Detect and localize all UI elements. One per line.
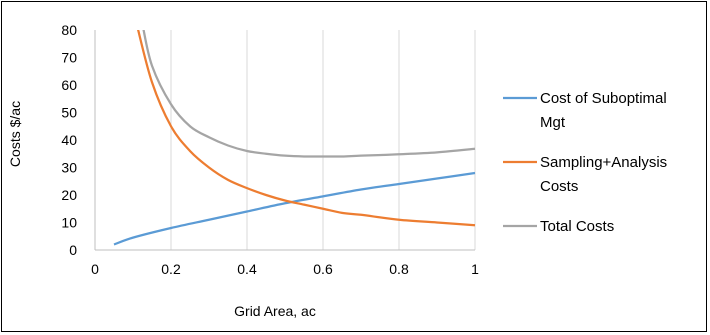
y-tick-label: 40 xyxy=(61,132,77,148)
legend-label-total-costs: Total Costs xyxy=(540,218,614,235)
y-tick-label: 80 xyxy=(61,22,77,38)
y-tick-label: 10 xyxy=(61,215,77,231)
series-line-suboptimal-mgt xyxy=(113,171,476,246)
legend-label-suboptimal-mgt: Cost of Suboptimal xyxy=(540,90,667,107)
legend: Cost of Suboptimal Mgt Sampling+Analysis Co… xyxy=(503,90,667,235)
y-tick-label: 60 xyxy=(61,77,77,93)
y-axis-title: Costs $/ac xyxy=(7,101,23,167)
y-tick-label: 70 xyxy=(61,50,77,66)
x-axis-title: Grid Area, ac xyxy=(234,303,316,319)
series-lines xyxy=(113,30,476,246)
y-tick-label: 30 xyxy=(61,160,77,176)
legend-label-suboptimal-mgt: Mgt xyxy=(540,114,566,131)
axes xyxy=(94,30,475,251)
x-tick-label: 0.8 xyxy=(389,261,409,277)
y-tick-label: 20 xyxy=(61,187,77,203)
series-line-total-costs xyxy=(142,30,476,158)
gridlines xyxy=(170,30,476,250)
x-tick-label: 0 xyxy=(91,261,99,277)
series-line-sampling-analysis xyxy=(137,30,476,227)
x-tick-label: 1 xyxy=(471,261,479,277)
x-tick-label: 0.4 xyxy=(237,261,257,277)
y-tick-label: 0 xyxy=(69,242,77,258)
legend-label-sampling-analysis: Costs xyxy=(540,178,578,195)
legend-label-sampling-analysis: Sampling+Analysis xyxy=(540,154,667,171)
x-tick-label: 0.6 xyxy=(313,261,333,277)
y-tick-label: 50 xyxy=(61,105,77,121)
x-tick-label: 0.2 xyxy=(161,261,181,277)
